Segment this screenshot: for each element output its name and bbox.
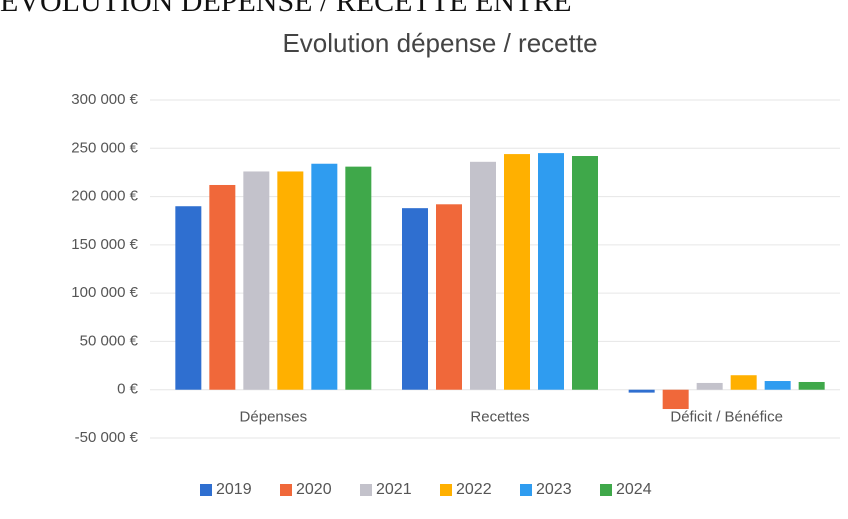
legend-label: 2024 [616, 481, 652, 498]
bar [628, 389, 655, 393]
legend-swatch [440, 484, 452, 496]
bar [538, 153, 564, 390]
bar [798, 381, 825, 390]
bar [662, 389, 689, 410]
bar [730, 375, 757, 390]
y-tick-label: 200 000 € [71, 188, 138, 205]
bar [764, 381, 791, 390]
x-tick-label: Déficit / Bénéfice [670, 409, 783, 426]
bar [696, 382, 723, 390]
x-tick-label: Dépenses [240, 409, 308, 426]
y-tick-label: 50 000 € [80, 332, 139, 349]
y-tick-label: 100 000 € [71, 284, 138, 301]
page-heading: EVOLUTION DÉPENSE / RECETTE ENTRE [0, 0, 572, 18]
legend-swatch [280, 484, 292, 496]
bar [402, 208, 428, 390]
bar [504, 154, 530, 390]
legend-label: 2022 [456, 481, 492, 498]
bar [277, 171, 304, 390]
bar [470, 161, 496, 390]
y-tick-label: 150 000 € [71, 236, 138, 253]
legend-swatch [360, 484, 372, 496]
legend-label: 2023 [536, 481, 572, 498]
y-tick-label: 250 000 € [71, 139, 138, 156]
bar [436, 204, 462, 390]
bar [311, 163, 338, 390]
chart-title: Evolution dépense / recette [282, 28, 597, 58]
bar [243, 171, 270, 390]
legend-label: 2019 [216, 481, 252, 498]
legend-swatch [600, 484, 612, 496]
bar [209, 184, 236, 390]
y-tick-label: 300 000 € [71, 91, 138, 108]
bar [572, 156, 598, 390]
legend-swatch [200, 484, 212, 496]
legend-label: 2021 [376, 481, 412, 498]
y-tick-label: -50 000 € [75, 429, 139, 446]
x-tick-label: Recettes [470, 409, 529, 426]
legend-swatch [520, 484, 532, 496]
bar [345, 166, 372, 390]
bar [175, 206, 202, 390]
legend-label: 2020 [296, 481, 332, 498]
y-tick-label: 0 € [117, 381, 139, 398]
